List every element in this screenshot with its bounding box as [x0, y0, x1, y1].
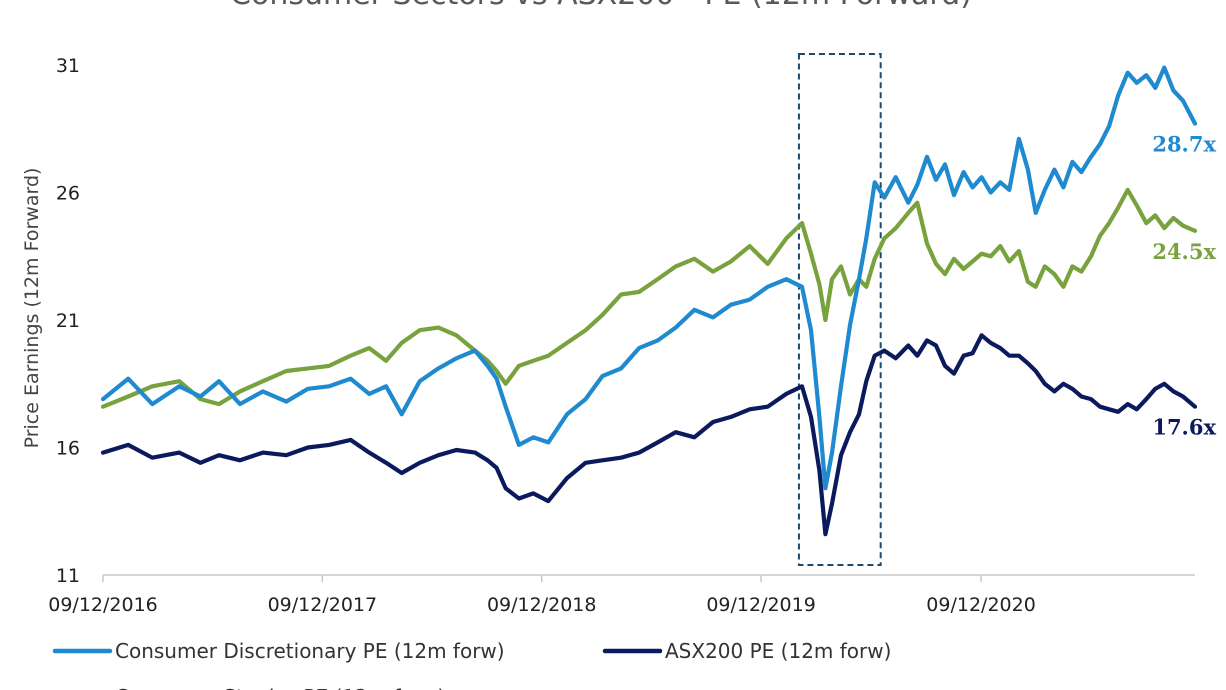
- x-tick-label: 09/12/2020: [926, 594, 1036, 616]
- end-label-staples: 24.5x: [1152, 239, 1216, 264]
- legend-label-asx200: ASX200 PE (12m forw): [665, 639, 891, 663]
- y-axis-ticks: 11 16 21 26 31: [56, 55, 80, 587]
- y-tick-label: 21: [56, 310, 80, 332]
- y-tick-label: 16: [56, 438, 80, 460]
- series-line-asx200: [100, 333, 1198, 537]
- x-tick-label: 09/12/2018: [487, 594, 597, 616]
- series-line-discretionary: [100, 65, 1198, 491]
- y-tick-label: 26: [56, 183, 80, 205]
- series-end-labels: 28.7x 17.6x 24.5x: [1152, 132, 1216, 440]
- series-line-staples: [100, 187, 1198, 409]
- legend: Consumer Discretionary PE (12m forw) ASX2…: [52, 639, 891, 690]
- x-tick-label: 09/12/2016: [48, 594, 158, 616]
- legend-label-discretionary: Consumer Discretionary PE (12m forw): [115, 639, 505, 663]
- chart-title: Consumer Sectors vs ASX200 - PE (12m For…: [230, 0, 972, 12]
- y-axis-label: Price Earnings (12m Forward): [21, 168, 43, 449]
- y-tick-label: 11: [56, 565, 80, 587]
- x-axis: 09/12/2016 09/12/2017 09/12/2018 09/12/2019…: [48, 574, 1195, 616]
- x-tick-label: 09/12/2017: [268, 594, 378, 616]
- x-tick-label: 09/12/2019: [706, 594, 816, 616]
- y-tick-label: 31: [56, 55, 80, 77]
- end-label-discretionary: 28.7x: [1152, 132, 1216, 157]
- legend-label-staples: Consumer Staples PE (12m forw): [115, 685, 445, 690]
- series-lines: [100, 65, 1198, 537]
- end-label-asx200: 17.6x: [1152, 415, 1216, 440]
- covid-period-highlight-box: [797, 53, 882, 566]
